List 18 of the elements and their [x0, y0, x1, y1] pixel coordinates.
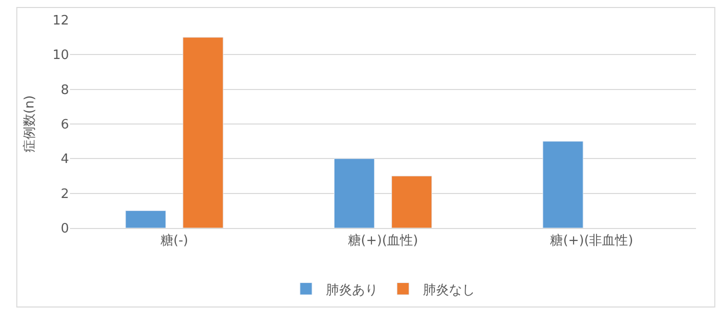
legend-label: 肺炎なし — [423, 282, 475, 298]
y-tick-label: 12 — [52, 14, 69, 29]
y-tick-label: 10 — [52, 48, 69, 64]
legend-label: 肺炎あり — [326, 282, 378, 298]
y-tick-label: 2 — [60, 186, 69, 202]
x-tick-label: 糖(+)(非血性) — [550, 234, 634, 249]
bar — [182, 37, 224, 228]
y-tick-label: 4 — [60, 152, 69, 168]
bar — [334, 158, 375, 228]
y-tick-label: 6 — [60, 118, 69, 133]
bar — [542, 141, 584, 228]
bar — [391, 176, 432, 228]
y-tick-label: 0 — [60, 222, 69, 237]
x-tick-label: 糖(+)(血性) — [348, 234, 418, 249]
x-tick-label: 糖(-) — [160, 234, 188, 249]
y-axis-title: 症例数(n) — [22, 95, 38, 153]
y-tick-label: 8 — [60, 82, 69, 98]
bar — [125, 210, 166, 228]
